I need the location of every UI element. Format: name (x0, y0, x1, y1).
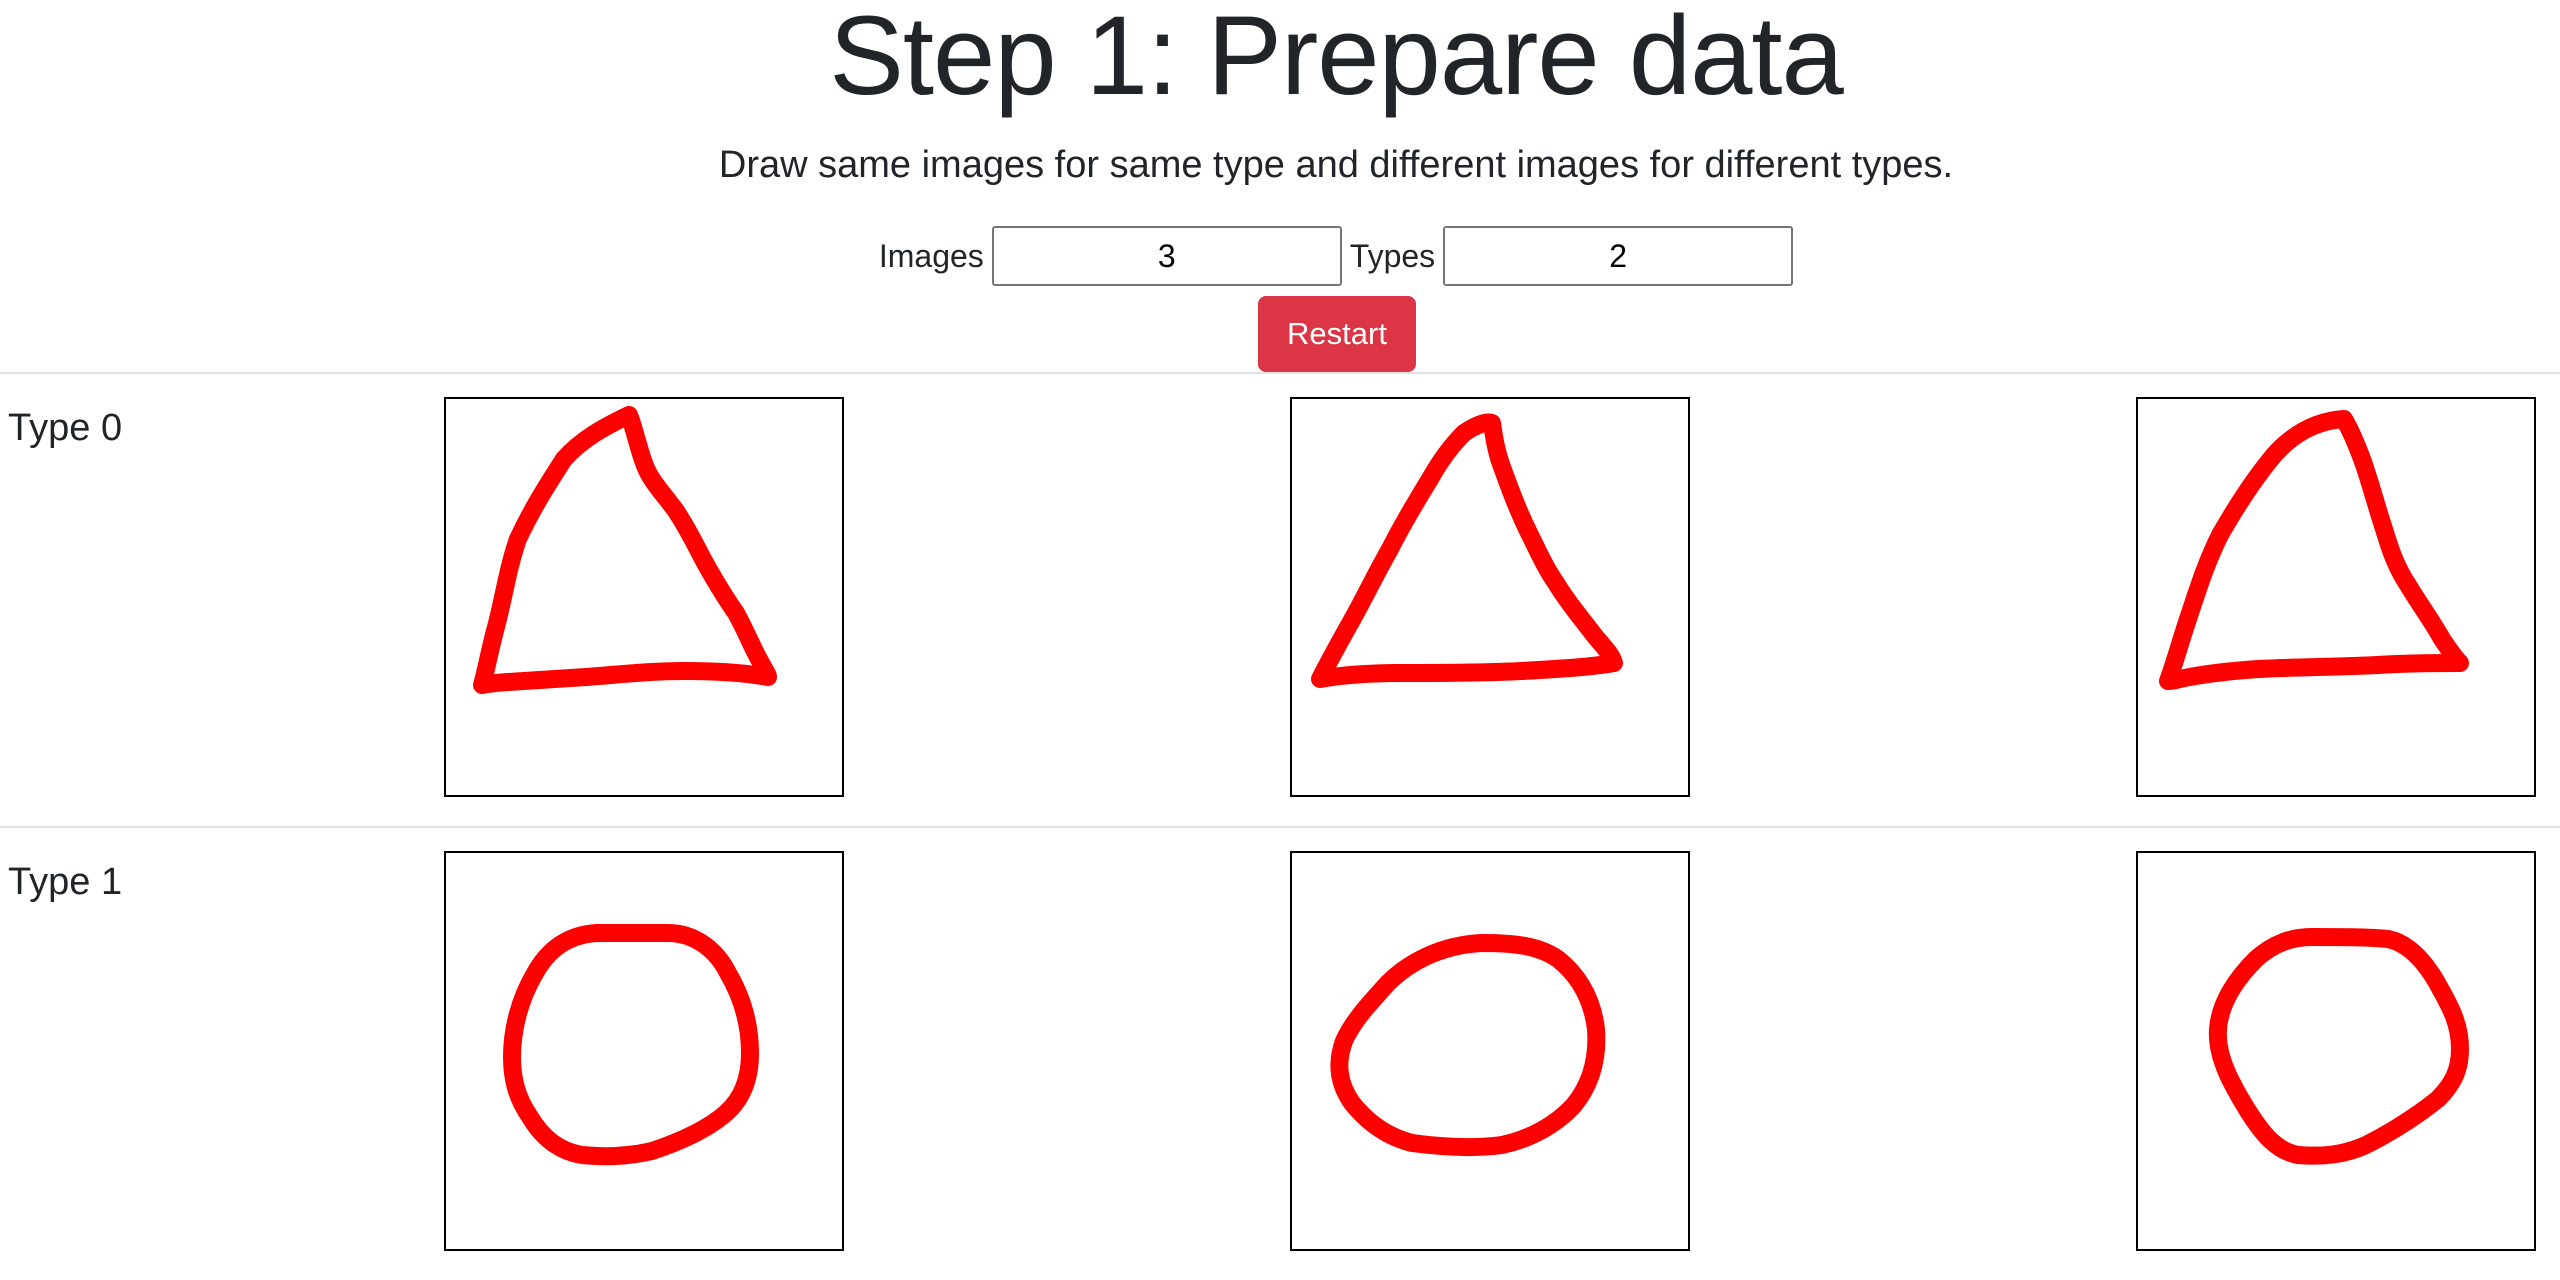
images-input[interactable] (991, 226, 1342, 286)
circle-drawing (503, 924, 759, 1166)
triangle-drawing (473, 406, 777, 694)
circle-drawing (1330, 934, 1606, 1157)
drawing-canvas-type-1-1[interactable] (444, 851, 844, 1251)
type-1-label: Type 1 (8, 861, 123, 903)
restart-button[interactable]: Restart (1258, 296, 1416, 372)
page-title: Step 1: Prepare data (829, 0, 1844, 118)
drawing-canvas-type-1-2[interactable] (1290, 851, 1690, 1251)
row-divider (0, 826, 2560, 828)
drawing-canvas-type-0-3[interactable] (2136, 397, 2536, 797)
circle-drawing (2208, 928, 2469, 1165)
images-label: Images (878, 238, 984, 274)
page-subtitle: Draw same images for same type and diffe… (718, 144, 1954, 186)
drawing-canvas-type-0-2[interactable] (1290, 397, 1690, 797)
drawing-canvas-type-1-3[interactable] (2136, 851, 2536, 1251)
types-input[interactable] (1443, 226, 1794, 286)
row-divider (0, 372, 2560, 374)
type-0-label: Type 0 (8, 407, 123, 449)
triangle-drawing (1311, 413, 1623, 688)
triangle-drawing (2159, 410, 2469, 690)
settings-controls: Images Types (0, 226, 2560, 286)
types-label: Types (1349, 238, 1436, 274)
drawing-canvas-type-0-1[interactable] (444, 397, 844, 797)
